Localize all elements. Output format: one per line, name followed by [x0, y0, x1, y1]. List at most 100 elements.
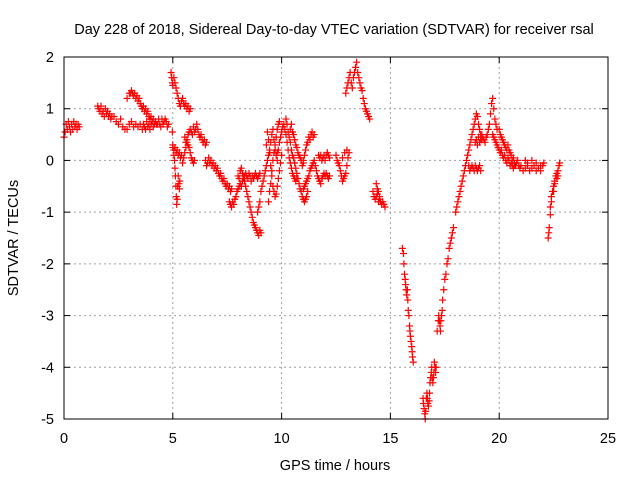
data-point: [463, 156, 471, 164]
data-point: [267, 180, 275, 188]
data-point: [443, 260, 451, 268]
data-point: [274, 146, 282, 154]
plot-frame: [63, 56, 609, 420]
data-point: [407, 337, 415, 345]
y-tick-label: -4: [41, 360, 54, 376]
data-point: [257, 187, 265, 195]
data-point: [237, 164, 245, 172]
data-point: [469, 125, 477, 133]
data-point: [241, 177, 249, 185]
data-point: [339, 154, 347, 162]
data-point: [303, 193, 311, 201]
data-point: [406, 332, 414, 340]
data-point: [447, 234, 455, 242]
y-tick-label: -1: [41, 205, 54, 221]
data-point: [285, 133, 293, 141]
data-point: [436, 327, 444, 335]
data-point: [488, 100, 496, 108]
data-point: [242, 182, 250, 190]
data-point: [473, 112, 481, 120]
data-point: [243, 187, 251, 195]
data-point: [354, 69, 362, 77]
data-point: [404, 296, 412, 304]
data-point: [261, 167, 269, 175]
data-point: [348, 84, 356, 92]
x-axis-label: GPS time / hours: [280, 458, 390, 474]
data-point: [256, 198, 264, 206]
data-point: [167, 69, 175, 77]
data-point: [173, 89, 181, 97]
data-point: [275, 138, 283, 146]
data-point: [282, 115, 290, 123]
data-point: [278, 151, 286, 159]
data-point: [439, 296, 447, 304]
data-point: [293, 169, 301, 177]
data-point: [260, 172, 268, 180]
data-point: [422, 407, 430, 415]
data-point: [481, 138, 489, 146]
data-point: [332, 151, 340, 159]
data-point: [457, 182, 465, 190]
data-point: [255, 203, 263, 211]
data-point: [409, 358, 417, 366]
data-point: [272, 190, 280, 198]
data-points: [60, 58, 564, 423]
data-point: [310, 131, 318, 139]
data-point: [144, 107, 152, 115]
data-point: [336, 167, 344, 175]
x-tick-label: 25: [600, 431, 616, 447]
data-point: [398, 244, 406, 252]
data-point: [485, 120, 493, 128]
data-point: [220, 175, 228, 183]
data-point: [484, 125, 492, 133]
data-point: [404, 306, 412, 314]
data-point: [441, 275, 449, 283]
data-point: [403, 291, 411, 299]
data-point: [273, 125, 281, 133]
data-point: [193, 120, 201, 128]
data-point: [179, 94, 187, 102]
data-point: [110, 112, 118, 120]
data-point: [321, 156, 329, 164]
data-point: [197, 131, 205, 139]
data-point: [401, 270, 409, 278]
data-point: [311, 162, 319, 170]
data-point: [359, 94, 367, 102]
data-point: [374, 187, 382, 195]
data-point: [186, 149, 194, 157]
data-point: [271, 141, 279, 149]
data-point: [504, 141, 512, 149]
data-point: [355, 74, 363, 82]
data-point: [277, 159, 285, 167]
data-point: [452, 208, 460, 216]
x-tick-label: 15: [382, 431, 398, 447]
x-tick-label: 5: [169, 431, 177, 447]
data-point: [266, 187, 274, 195]
data-point: [203, 138, 211, 146]
data-point: [486, 110, 494, 118]
data-point: [171, 79, 179, 87]
data-point: [492, 120, 500, 128]
data-point: [304, 187, 312, 195]
data-point: [444, 255, 452, 263]
data-point: [356, 79, 364, 87]
data-point: [240, 172, 248, 180]
data-point: [97, 102, 105, 110]
data-point: [302, 146, 310, 154]
data-point: [232, 193, 240, 201]
x-tick-label: 10: [274, 431, 290, 447]
data-point: [244, 193, 252, 201]
data-point: [514, 156, 522, 164]
data-point: [300, 151, 308, 159]
data-point: [273, 182, 281, 190]
data-point: [445, 244, 453, 252]
data-point: [269, 156, 277, 164]
data-point: [254, 208, 262, 216]
data-point: [263, 128, 271, 136]
data-point: [456, 187, 464, 195]
data-point: [347, 79, 355, 87]
data-point: [175, 185, 183, 193]
data-point: [358, 87, 366, 95]
data-point: [400, 260, 408, 268]
data-point: [475, 120, 483, 128]
